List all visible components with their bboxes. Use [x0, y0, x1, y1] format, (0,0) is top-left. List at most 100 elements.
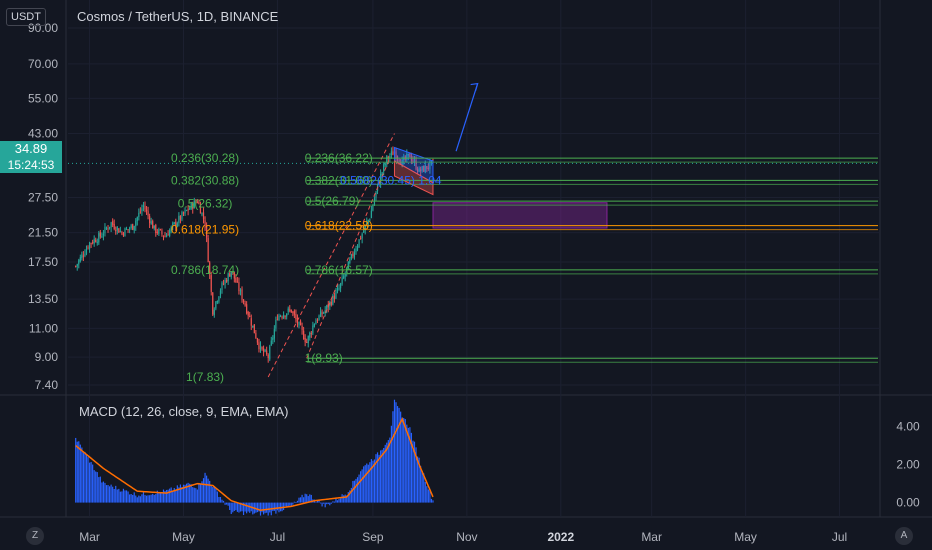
macd-bar [241, 502, 243, 512]
candle-body [409, 152, 411, 158]
macd-bar [78, 441, 80, 503]
candle-body [121, 232, 123, 234]
macd-bar [88, 462, 91, 503]
fib-right-label: 1(8.93) [305, 351, 343, 365]
macd-bar [235, 502, 237, 511]
macd-bar [158, 492, 160, 503]
macd-bar [232, 502, 234, 513]
grid-lines [0, 0, 932, 518]
macd-bar [107, 484, 109, 503]
macd-bar [129, 494, 131, 503]
candle-body [395, 151, 397, 158]
macd-bar [247, 502, 249, 512]
candle-body [307, 336, 309, 344]
macd-bar [112, 486, 114, 503]
candle-body [215, 301, 217, 309]
candle-body [88, 242, 91, 249]
macd-bar [416, 456, 419, 503]
timezone-button[interactable]: Z [26, 527, 44, 545]
macd-bar [96, 472, 98, 503]
last-price: 34.89 [14, 141, 48, 156]
macd-tick-label: 4.00 [896, 420, 920, 434]
candle-body [155, 225, 157, 234]
candle-body [264, 350, 266, 352]
macd-bar [202, 478, 205, 503]
macd-bar [221, 499, 223, 503]
price-tick-label: 13.50 [28, 292, 58, 306]
candle-body [82, 255, 84, 257]
macd-bar [295, 502, 297, 504]
candle-body [298, 322, 300, 326]
candle-body [81, 254, 83, 259]
candle-body [401, 159, 403, 167]
candle-body [178, 216, 180, 223]
time-tick-label: Jul [832, 530, 847, 544]
fib-left-label: 0.5(26.32) [178, 197, 233, 211]
candle-body [127, 229, 129, 231]
macd-bar [162, 489, 165, 503]
macd-bar [104, 482, 106, 503]
macd-bar [350, 487, 352, 503]
fib-trend-line-2 [306, 157, 391, 359]
candle-body [101, 236, 103, 238]
candle-body [275, 319, 277, 329]
candle-body [213, 309, 215, 316]
flag-lower-band [393, 160, 434, 196]
macd-bar [372, 460, 374, 503]
macd-bar [99, 476, 101, 503]
candle-body [349, 259, 351, 264]
candle-body [336, 288, 339, 292]
macd-bar [344, 494, 346, 503]
candle-body [224, 280, 226, 285]
macd-tick-label: 2.00 [896, 458, 920, 472]
macd-bar [150, 494, 152, 503]
candle-body [95, 239, 97, 243]
macd-bar [307, 496, 309, 503]
macd-bar [404, 419, 406, 503]
price-tick-label: 7.40 [35, 378, 59, 392]
auto-scale-button[interactable]: A [895, 527, 913, 545]
candle-body [301, 325, 303, 331]
macd-bar [273, 502, 275, 511]
fib-right-label: 0.382(31.00) [305, 173, 373, 187]
macd-indicator-label[interactable]: MACD (12, 26, close, 9, EMA, EMA) [79, 404, 289, 419]
macd-bar [230, 502, 232, 514]
candle-body [84, 253, 86, 257]
macd-bar [165, 489, 168, 503]
macd-bar [329, 502, 331, 506]
candle-body [102, 234, 105, 236]
candle-body [310, 333, 312, 335]
candle-body [167, 234, 169, 236]
price-tick-label: 9.00 [35, 350, 59, 364]
candle-body [129, 228, 131, 230]
candle-body [352, 253, 354, 256]
candle-body [229, 273, 231, 277]
candle-body [416, 169, 419, 172]
candle-body [187, 208, 189, 211]
macd-bar [233, 502, 235, 511]
macd-bar [147, 495, 149, 503]
candle-body [78, 260, 80, 265]
macd-bar [133, 492, 135, 503]
candle-body [85, 248, 88, 254]
macd-bar [426, 486, 428, 503]
candle-body [255, 333, 257, 339]
candle-body [330, 301, 332, 305]
candle-body [258, 342, 260, 349]
currency-badge[interactable]: USDT [6, 8, 46, 26]
macd-bar [306, 494, 308, 503]
macd-bar [76, 441, 78, 503]
candle-body [284, 315, 286, 317]
last-price-tag: 34.89 15:24:53 [0, 141, 62, 173]
candle-body [199, 203, 202, 214]
candle-body [221, 282, 223, 291]
macd-bar [326, 502, 328, 505]
fib-right-label: 0.5(26.79) [305, 194, 360, 208]
macd-bar [321, 502, 323, 507]
candle-body [153, 225, 155, 229]
candle-body [201, 212, 203, 215]
macd-bar [287, 502, 289, 507]
candle-body [356, 245, 359, 250]
macd-bar [141, 494, 143, 503]
